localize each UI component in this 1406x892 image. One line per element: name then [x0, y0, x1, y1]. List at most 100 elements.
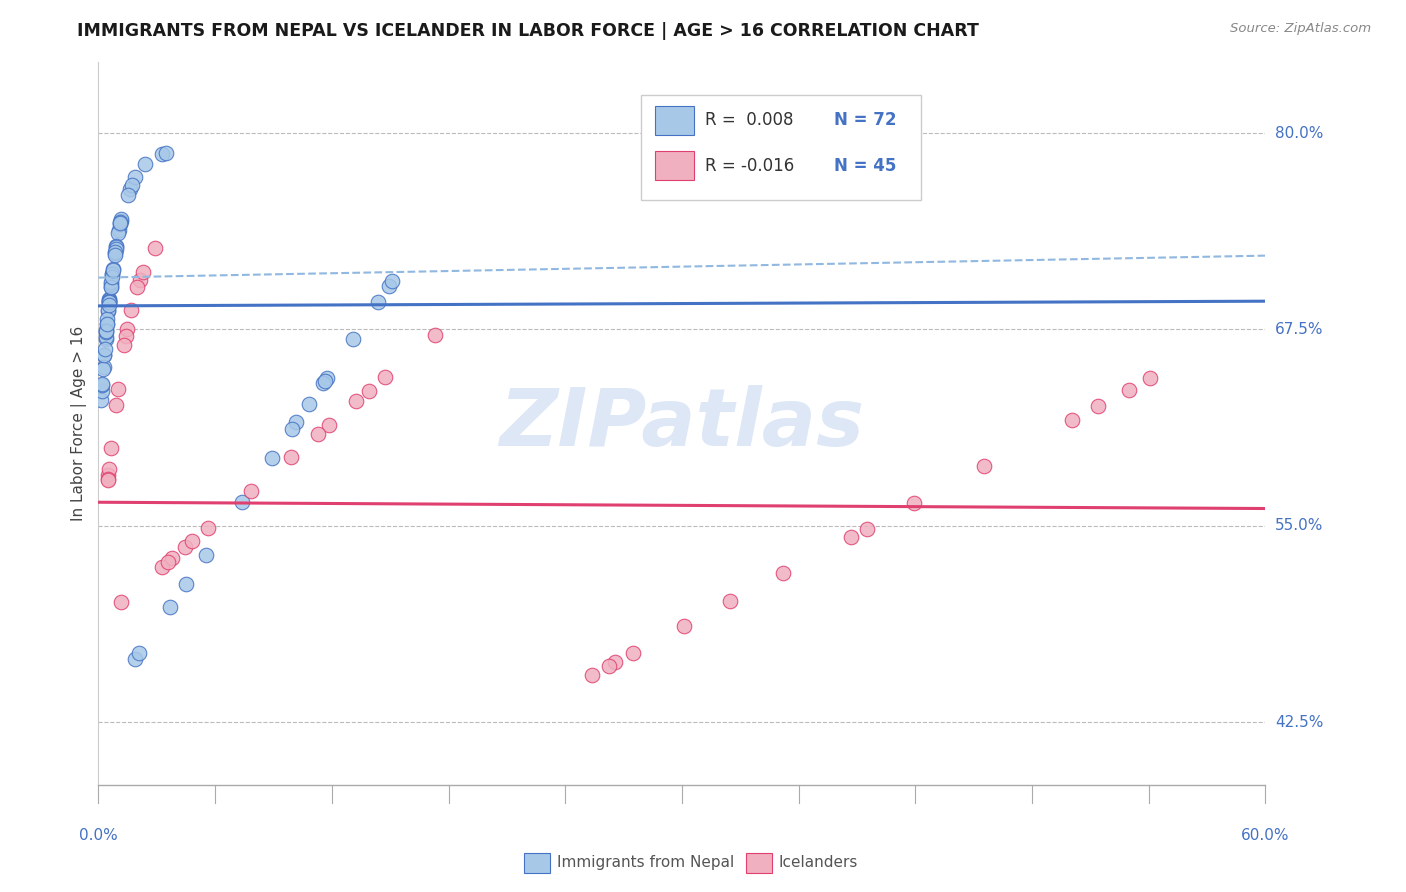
- Text: 60.0%: 60.0%: [1241, 829, 1289, 843]
- Point: [96, 323, 118, 337]
- Point: [96, 326, 118, 340]
- Point: [105, 239, 128, 253]
- Point: [110, 215, 132, 229]
- Point: [104, 398, 127, 412]
- Point: [101, 267, 124, 281]
- Point: [101, 263, 124, 277]
- Point: [96, 312, 118, 326]
- Point: [621, 646, 644, 660]
- Point: [93, 348, 115, 362]
- Point: [903, 496, 925, 510]
- Bar: [655, 106, 693, 135]
- Point: [298, 397, 321, 411]
- Point: [100, 275, 122, 289]
- Point: [197, 521, 219, 535]
- Point: [115, 322, 138, 336]
- Point: [134, 157, 156, 171]
- Point: [367, 294, 389, 309]
- Point: [94, 342, 117, 356]
- Text: ZIPatlas: ZIPatlas: [499, 384, 865, 463]
- Point: [91, 378, 114, 392]
- Point: [129, 272, 152, 286]
- Point: [150, 560, 173, 574]
- Text: Icelanders: Icelanders: [779, 855, 858, 871]
- Point: [97, 304, 120, 318]
- Point: [359, 384, 381, 398]
- Point: [159, 600, 181, 615]
- Point: [128, 647, 150, 661]
- Point: [110, 216, 132, 230]
- Point: [127, 280, 149, 294]
- Point: [160, 551, 183, 566]
- Point: [117, 188, 139, 202]
- Point: [342, 332, 364, 346]
- Bar: [524, 853, 550, 873]
- Point: [318, 418, 340, 433]
- Point: [772, 566, 794, 580]
- Point: [124, 652, 146, 666]
- Point: [93, 348, 115, 362]
- Point: [312, 376, 335, 391]
- Text: 67.5%: 67.5%: [1275, 322, 1323, 337]
- Point: [973, 459, 995, 474]
- Point: [90, 392, 112, 407]
- FancyBboxPatch shape: [641, 95, 921, 200]
- Point: [118, 182, 141, 196]
- Text: 42.5%: 42.5%: [1275, 714, 1323, 730]
- Point: [378, 279, 401, 293]
- Point: [855, 522, 877, 536]
- Point: [132, 265, 155, 279]
- Point: [108, 223, 131, 237]
- Text: 80.0%: 80.0%: [1275, 126, 1323, 141]
- Point: [180, 534, 202, 549]
- Point: [104, 242, 127, 256]
- Point: [98, 295, 121, 310]
- Point: [97, 302, 120, 317]
- Point: [96, 324, 118, 338]
- Point: [107, 382, 129, 396]
- Point: [285, 416, 308, 430]
- Point: [718, 594, 741, 608]
- Point: [97, 473, 120, 487]
- Point: [260, 451, 283, 466]
- Point: [1139, 371, 1161, 385]
- Text: N = 72: N = 72: [834, 112, 896, 129]
- Text: IMMIGRANTS FROM NEPAL VS ICELANDER IN LABOR FORCE | AGE > 16 CORRELATION CHART: IMMIGRANTS FROM NEPAL VS ICELANDER IN LA…: [77, 22, 979, 40]
- Point: [150, 147, 173, 161]
- Point: [346, 394, 368, 409]
- Point: [110, 214, 132, 228]
- Point: [98, 295, 121, 310]
- Text: R = -0.016: R = -0.016: [706, 157, 794, 175]
- Point: [100, 280, 122, 294]
- Point: [110, 211, 132, 226]
- Point: [108, 217, 131, 231]
- Point: [97, 298, 120, 312]
- Point: [307, 426, 329, 441]
- Text: 55.0%: 55.0%: [1275, 518, 1323, 533]
- Point: [173, 541, 195, 555]
- Point: [598, 658, 620, 673]
- Point: [100, 441, 122, 455]
- Bar: [747, 853, 772, 873]
- Text: R =  0.008: R = 0.008: [706, 112, 794, 129]
- Point: [93, 362, 115, 376]
- Point: [581, 667, 603, 681]
- Point: [231, 495, 253, 509]
- Point: [101, 267, 124, 281]
- Point: [374, 370, 396, 384]
- Bar: [655, 152, 693, 180]
- Text: N = 45: N = 45: [834, 157, 896, 175]
- Point: [155, 145, 177, 160]
- Point: [104, 245, 127, 260]
- Point: [107, 226, 129, 240]
- Point: [381, 274, 404, 288]
- Point: [100, 270, 122, 285]
- Point: [1118, 383, 1140, 397]
- Point: [101, 261, 124, 276]
- Point: [156, 555, 179, 569]
- Text: Source: ZipAtlas.com: Source: ZipAtlas.com: [1230, 22, 1371, 36]
- Point: [97, 462, 120, 476]
- Point: [314, 374, 336, 388]
- Point: [104, 240, 127, 254]
- Point: [603, 656, 626, 670]
